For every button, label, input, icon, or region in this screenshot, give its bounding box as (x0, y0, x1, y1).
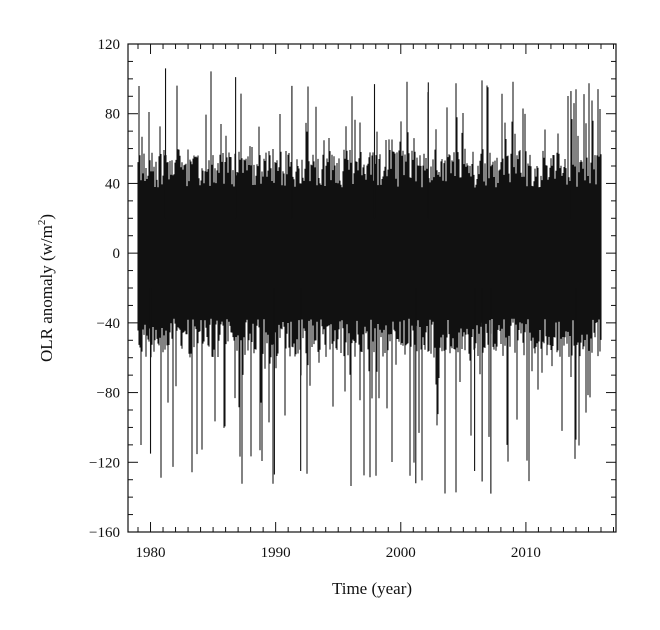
y-axis-title-main: OLR anomaly (w/m (37, 225, 56, 362)
series-layer (137, 68, 602, 494)
y-tick-label: −160 (89, 525, 120, 541)
y-tick-label: −40 (97, 316, 120, 332)
x-axis-title: Time (year) (332, 579, 412, 598)
y-tick-label: 120 (98, 37, 121, 53)
y-axis-title-superscript: 2 (36, 220, 48, 226)
y-tick-label: −80 (97, 386, 120, 402)
y-axis-title: OLR anomaly (w/m2) (36, 214, 56, 362)
y-tick-label: −120 (89, 455, 120, 471)
y-axis-title-end: ) (37, 214, 56, 220)
axes-layer: 120 80 40 0 −40 −80 −120 −160 1980 1990 2000 2010 (89, 37, 617, 561)
x-tick-label: 2010 (511, 545, 541, 561)
x-tick-label: 1980 (136, 545, 166, 561)
series-line (137, 71, 602, 494)
y-tick-label: 40 (105, 176, 120, 192)
y-tick-label: 0 (113, 246, 121, 262)
y-tick-label: 80 (105, 107, 120, 123)
x-tick-label: 2000 (386, 545, 416, 561)
x-tick-label: 1990 (261, 545, 291, 561)
